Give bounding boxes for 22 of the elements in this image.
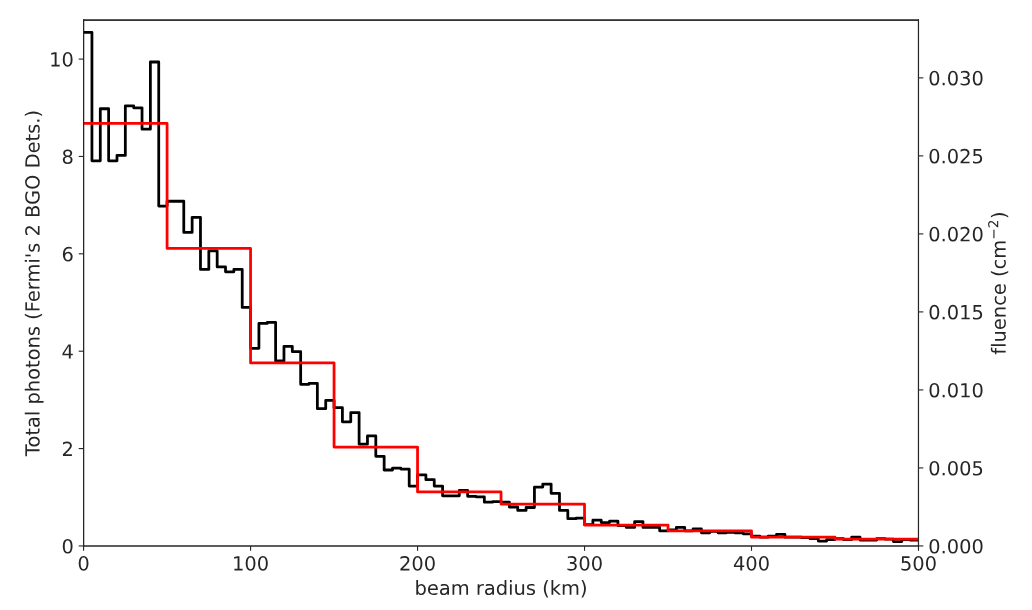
x-tick-label: 300 xyxy=(567,556,602,571)
y2-tick-label: 0.010 xyxy=(929,382,983,398)
y2-tick-label: 0.005 xyxy=(929,460,983,476)
x-tick-label: 200 xyxy=(400,556,435,571)
y2-tick-label: 0.020 xyxy=(929,226,983,242)
x-tick-label: 100 xyxy=(234,556,268,571)
y2-axis-title: fluence (cm$^{−2}$) xyxy=(988,213,1009,355)
y-axis-title: Total photons (Fermi's 2 BGO Dets.) xyxy=(24,111,44,457)
y-tick-label: 4 xyxy=(62,344,73,359)
y-tick-label: 8 xyxy=(62,149,73,165)
y2-tick-label: 0.015 xyxy=(929,304,983,320)
y-tick-label: 0 xyxy=(62,538,73,554)
y-tick-label: 6 xyxy=(62,246,73,262)
y2-tick-label: 0.030 xyxy=(929,70,983,86)
x-axis-title: beam radius (km) xyxy=(416,580,586,598)
x-tick-label: 500 xyxy=(901,556,936,571)
y2-tick-label: 0.025 xyxy=(929,148,983,164)
x-tick-label: 400 xyxy=(733,556,769,571)
x-tick-label: 0 xyxy=(78,556,89,571)
y-tick-label: 2 xyxy=(62,441,72,456)
y2-tick-label: 0.000 xyxy=(929,538,983,554)
y-tick-label: 10 xyxy=(51,52,73,67)
